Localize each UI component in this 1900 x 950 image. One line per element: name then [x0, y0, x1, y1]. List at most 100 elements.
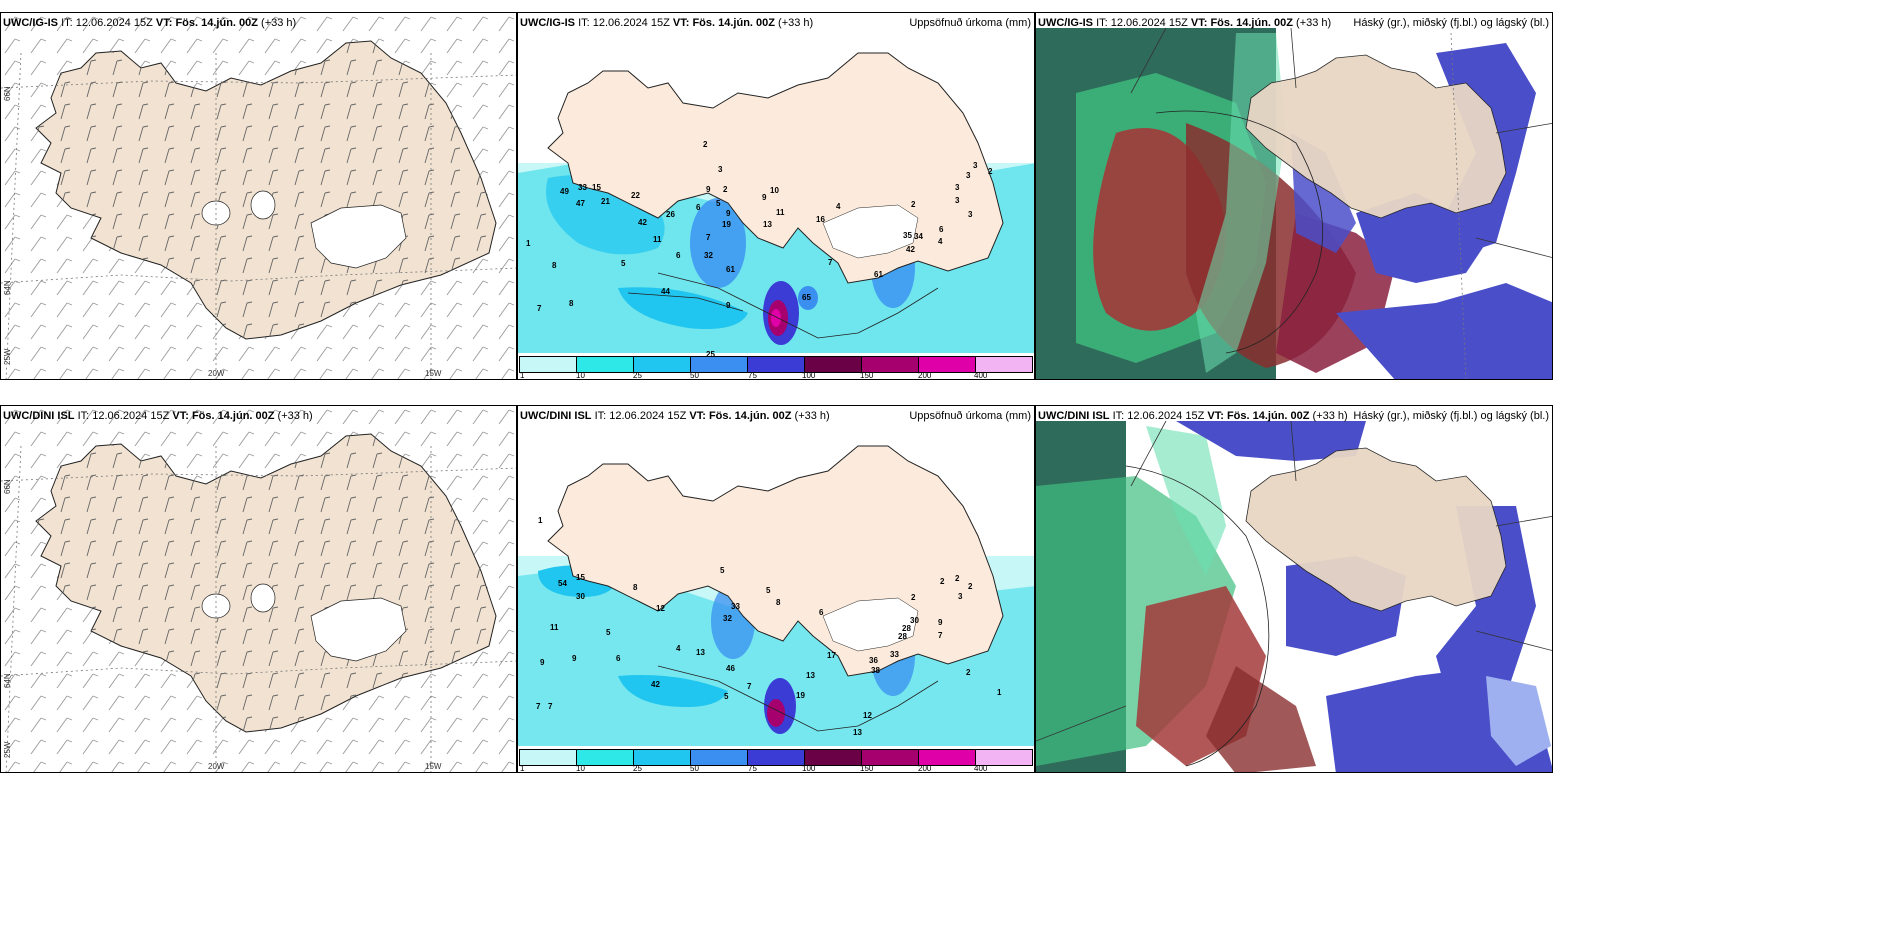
colorbar-seg: [805, 357, 862, 372]
precip-value: 54: [558, 579, 567, 588]
colorbar-tick: 75: [748, 371, 757, 380]
precip-value: 6: [696, 203, 701, 212]
precip-value: 6: [939, 225, 944, 234]
map-header: UWC/DINI ISL IT: 12.06.2024 15Z VT: Fös.…: [520, 410, 830, 422]
map-header: UWC/IG-IS IT: 12.06.2024 15Z VT: Fös. 14…: [520, 17, 814, 29]
colorbar-seg: [520, 750, 577, 765]
precip-value: 2: [703, 140, 708, 149]
colorbar-tick: 10: [576, 371, 585, 380]
precip-value: 9: [540, 658, 545, 667]
precip-value: 33: [890, 650, 899, 659]
precip-value: 2: [911, 593, 916, 602]
precip-value: 2: [955, 574, 960, 583]
precip-value: 8: [569, 299, 574, 308]
precip-value: 47: [576, 199, 585, 208]
precip-value: 5: [766, 586, 771, 595]
precip-value: 42: [651, 680, 660, 689]
precip-value: 3: [718, 165, 723, 174]
cloud-map-row2: [1036, 406, 1552, 772]
lon-label: 15W: [425, 762, 442, 771]
colorbar-tick: 10: [576, 764, 585, 773]
colorbar-seg: [976, 357, 1032, 372]
precip-value: 28: [898, 632, 907, 641]
colorbar-seg: [520, 357, 577, 372]
lat-label: 64N: [3, 280, 12, 295]
precip-panel-row1: UWC/IG-IS IT: 12.06.2024 15Z VT: Fös. 14…: [517, 12, 1035, 380]
cloud-map-row1: [1036, 13, 1552, 379]
precip-value: 28: [902, 624, 911, 633]
colorbar-tick: 50: [690, 371, 699, 380]
colorbar-tick: 75: [748, 764, 757, 773]
precip-value: 3: [955, 196, 960, 205]
precip-value: 26: [666, 210, 675, 219]
colorbar-seg: [862, 357, 919, 372]
precip-value: 11: [550, 623, 559, 632]
precip-value: 12: [863, 711, 872, 720]
colorbar-tick: 200: [918, 764, 932, 773]
colorbar-seg: [862, 750, 919, 765]
precip-value: 5: [621, 259, 626, 268]
precip-value: 7: [537, 304, 542, 313]
precip-value: 13: [853, 728, 862, 737]
precip-value: 13: [696, 648, 705, 657]
colorbar-seg: [748, 357, 805, 372]
precip-value: 7: [747, 682, 752, 691]
precip-value: 30: [576, 592, 585, 601]
iceland-land: [1245, 447, 1507, 612]
precip-value: 3: [973, 161, 978, 170]
colorbar-seg: [577, 357, 634, 372]
precip-value: 3: [955, 183, 960, 192]
precip-value: 7: [938, 631, 943, 640]
cloud-title: Háský (gr.), miðský (fj.bl.) og lágský (…: [1353, 410, 1549, 422]
precip-value: 9: [706, 185, 711, 194]
lat-label: 64N: [3, 673, 12, 688]
colorbar-tick: 50: [690, 764, 699, 773]
precip-value: 42: [906, 245, 915, 254]
precip-value: 36: [869, 656, 878, 665]
precip-value: 7: [548, 702, 553, 711]
precip-value: 5: [716, 199, 721, 208]
precip-value: 2: [940, 577, 945, 586]
precip-value: 19: [722, 220, 731, 229]
colorbar-seg: [691, 357, 748, 372]
precip-value: 8: [552, 261, 557, 270]
precip-value: 8: [633, 583, 638, 592]
precip-value: 7: [706, 233, 711, 242]
cloud-panel-row2: UWC/DINI ISL IT: 12.06.2024 15Z VT: Fös.…: [1035, 405, 1553, 773]
precip-value: 15: [592, 183, 601, 192]
wind-map-row1: [1, 13, 516, 379]
lon-label: 25W: [3, 741, 12, 758]
precip-value: 17: [827, 651, 836, 660]
glacier-hofsjokull: [250, 190, 276, 220]
precip-value: 7: [536, 702, 541, 711]
lon-label: 20W: [208, 369, 225, 378]
colorbar-tick: 1: [520, 764, 525, 773]
colorbar-seg: [805, 750, 862, 765]
precip-value: 25: [706, 350, 715, 359]
precip-value: 9: [938, 618, 943, 627]
precip-value: 2: [988, 167, 993, 176]
precip-value: 5: [720, 566, 725, 575]
precip-value: 5: [724, 692, 729, 701]
precip-value: 32: [704, 251, 713, 260]
precip-value: 9: [726, 209, 731, 218]
precip-value: 30: [910, 616, 919, 625]
lon-label: 20W: [208, 762, 225, 771]
colorbar-tick: 150: [860, 371, 874, 380]
precip-value: 4: [938, 237, 943, 246]
precip-value: 13: [806, 671, 815, 680]
colorbar-tick: 400: [974, 764, 988, 773]
precip-value: 9: [572, 654, 577, 663]
precip-value: 2: [723, 185, 728, 194]
precip-value: 4: [676, 644, 681, 653]
precip-value: 2: [966, 668, 971, 677]
precip-value: 6: [676, 251, 681, 260]
precip-value: 16: [816, 215, 825, 224]
precip-value: 7: [828, 258, 833, 267]
precip-value: 8: [776, 598, 781, 607]
colorbar-tick: 400: [974, 371, 988, 380]
precip-value: 9: [726, 301, 731, 310]
precip-value: 3: [966, 171, 971, 180]
precip-value: 1: [538, 516, 543, 525]
precip-title: Uppsöfnuð úrkoma (mm): [909, 410, 1031, 422]
